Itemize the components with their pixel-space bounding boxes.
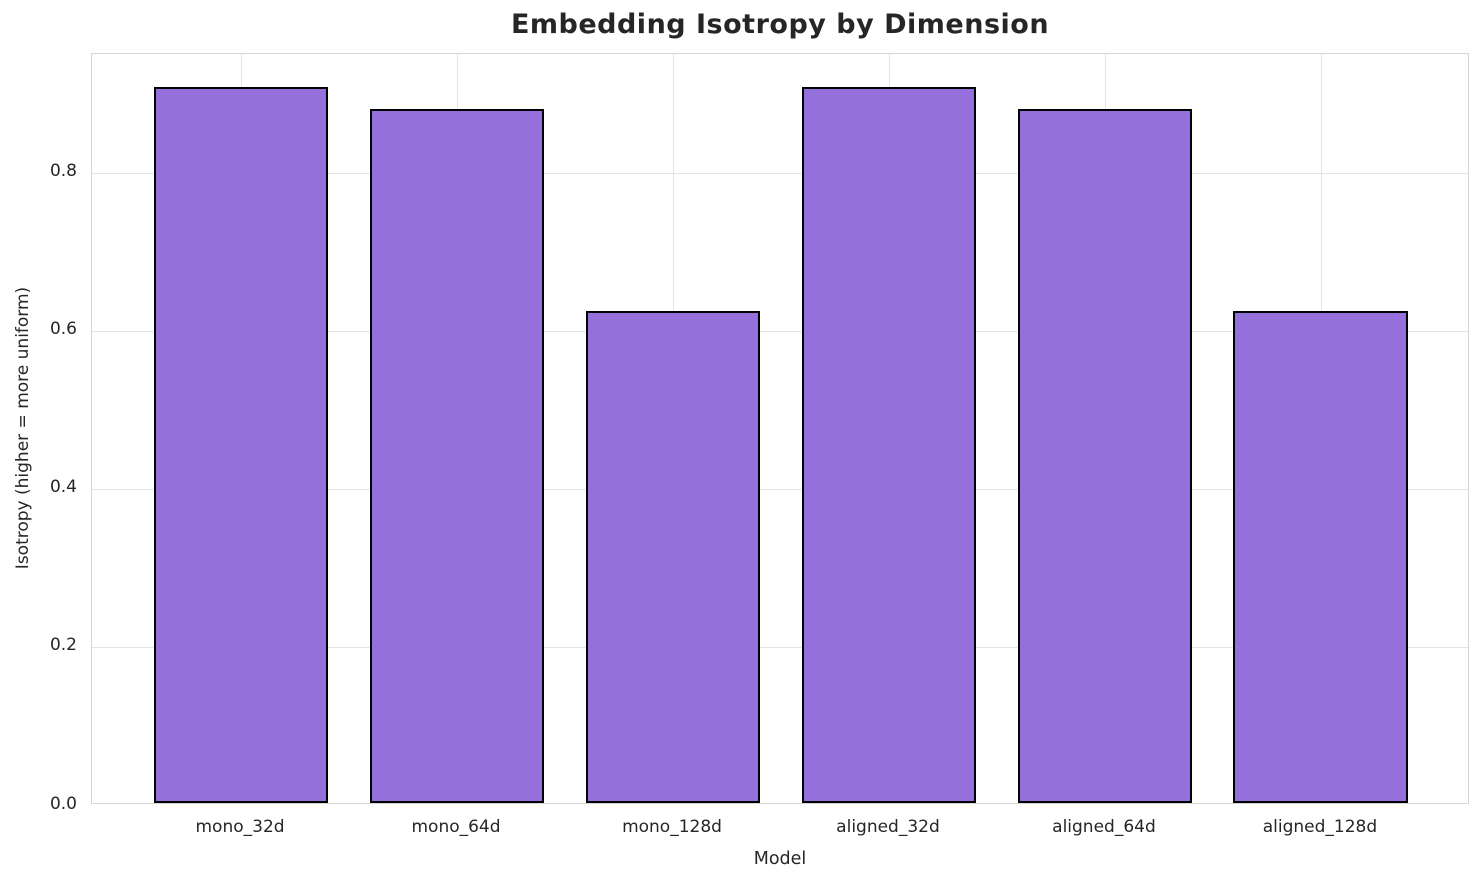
bar-aligned_128d bbox=[1233, 311, 1409, 803]
x-tick-label: mono_128d bbox=[622, 817, 722, 837]
bar-aligned_64d bbox=[1017, 108, 1193, 803]
chart-title: Embedding Isotropy by Dimension bbox=[510, 9, 1050, 40]
x-tick-label: aligned_32d bbox=[836, 817, 940, 837]
x-tick-label: mono_64d bbox=[411, 817, 501, 837]
h-gridline bbox=[92, 330, 1468, 332]
bar-aligned_32d bbox=[801, 86, 977, 803]
y-tick-label: 0.4 bbox=[49, 477, 77, 498]
h-gridline bbox=[92, 172, 1468, 174]
bar-mono_64d bbox=[369, 108, 545, 803]
h-gridline bbox=[92, 646, 1468, 648]
plot-area bbox=[91, 53, 1469, 804]
bar-mono_128d bbox=[585, 311, 761, 803]
x-tick-label: mono_32d bbox=[195, 817, 285, 837]
h-gridline bbox=[92, 488, 1468, 490]
x-tick-label: aligned_64d bbox=[1052, 817, 1156, 837]
y-tick-label: 0.2 bbox=[49, 635, 77, 656]
y-tick-label: 0.8 bbox=[49, 161, 77, 182]
bar-mono_32d bbox=[153, 86, 329, 803]
x-axis-label: Model bbox=[753, 849, 807, 869]
y-tick-label: 0.6 bbox=[49, 319, 77, 340]
y-axis-label: Isotropy (higher = more uniform) bbox=[13, 286, 33, 570]
x-tick-label: aligned_128d bbox=[1262, 817, 1378, 837]
y-tick-label: 0.0 bbox=[49, 793, 77, 814]
